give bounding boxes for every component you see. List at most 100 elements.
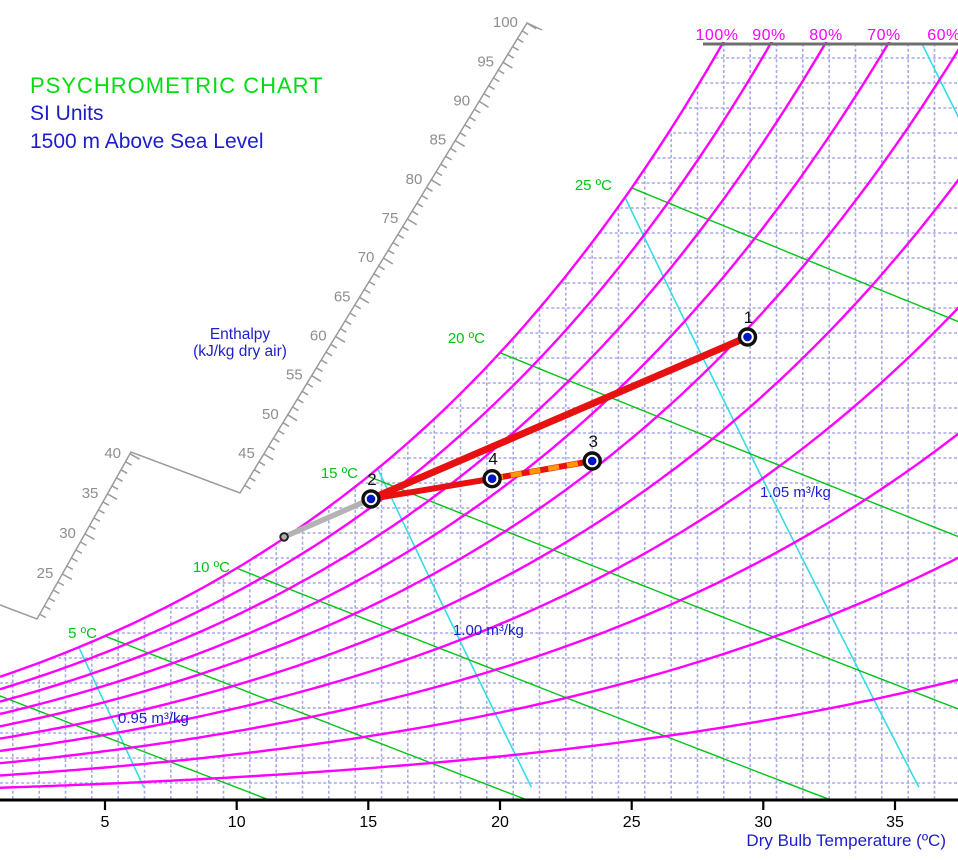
enthalpy-tick-74 — [402, 226, 409, 232]
state-point-dot-2[interactable] — [366, 494, 376, 504]
enthalpy-tick-45 — [263, 453, 274, 461]
enthalpy-tick-40 — [129, 453, 140, 460]
enthalpy-tick-88 — [469, 116, 476, 122]
enthalpy-axis-title-line2: (kJ/kg dry air) — [193, 343, 287, 360]
enthalpy-tick-label-70: 70 — [358, 249, 375, 266]
enthalpy-tick-51 — [292, 406, 299, 412]
state-point-dot-1[interactable] — [743, 332, 752, 342]
enthalpy-tick-85 — [454, 139, 465, 147]
rh-curve-100pct — [0, 42, 958, 678]
rh-label-80%: 80% — [809, 27, 843, 44]
enthalpy-tick-86 — [459, 132, 467, 138]
point-label-3: 3 — [588, 432, 597, 451]
enthalpy-tick-80 — [430, 179, 441, 187]
enthalpy-tick-59 — [330, 343, 338, 349]
enthalpy-tick-28 — [75, 549, 83, 555]
wet-bulb-label-25 ºC: 25 ºC — [575, 177, 612, 194]
enthalpy-tick-31 — [89, 525, 96, 531]
enthalpy-tick-30 — [84, 533, 95, 541]
state-point-dot-3[interactable] — [587, 456, 597, 466]
enthalpy-tick-53 — [301, 390, 309, 396]
point-label-1: 1 — [744, 308, 753, 327]
enthalpy-tick-100 — [526, 22, 537, 30]
specific-volume-line-0.95 — [0, 43, 145, 788]
enthalpy-tick-68 — [373, 273, 381, 279]
enthalpy-tick-97 — [512, 45, 519, 51]
enthalpy-tick-label-100: 100 — [493, 14, 518, 31]
volume-label-0.95 m³/kg: 0.95 m³/kg — [118, 710, 189, 727]
rh-label-60%: 60% — [927, 27, 958, 44]
enthalpy-tick-64 — [354, 304, 362, 310]
rh-curve-40pct — [0, 297, 958, 753]
enthalpy-tick-87 — [464, 124, 472, 130]
enthalpy-tick-91 — [483, 92, 491, 98]
enthalpy-tick-41 — [244, 484, 252, 490]
aux-point-marker — [279, 532, 289, 542]
enthalpy-tick-78 — [421, 194, 429, 200]
enthalpy-tick-42 — [249, 476, 256, 482]
enthalpy-tick-99 — [521, 30, 529, 36]
enthalpy-tick-93 — [493, 77, 500, 83]
wet-bulb-label-10 ºC: 10 ºC — [193, 559, 230, 576]
enthalpy-tick-44 — [258, 461, 266, 467]
process-line-2-4-red — [368, 475, 496, 502]
enthalpy-tick-92 — [488, 85, 495, 91]
enthalpy-tick-25 — [61, 573, 73, 581]
rh-curve-60pct — [0, 42, 958, 728]
rh-label-90%: 90% — [752, 27, 786, 44]
state-point-4[interactable] — [482, 469, 502, 489]
enthalpy-tick-label-65: 65 — [334, 288, 351, 305]
process-line-4-3-orange — [491, 458, 593, 482]
state-point-3[interactable] — [582, 451, 602, 471]
enthalpy-tick-35 — [107, 493, 118, 500]
x-tick-label-30: 30 — [754, 814, 772, 831]
enthalpy-tick-90 — [478, 100, 489, 108]
enthalpy-tick-73 — [397, 233, 405, 239]
process-line-1-2-red — [367, 333, 751, 503]
volume-label-1.05 m³/kg: 1.05 m³/kg — [760, 484, 831, 501]
enthalpy-tick-label-50: 50 — [262, 406, 279, 423]
enthalpy-tick-label-35: 35 — [82, 485, 99, 502]
enthalpy-tick-label-80: 80 — [406, 171, 423, 188]
rh-label-100%: 100% — [696, 27, 739, 44]
enthalpy-tick-label-55: 55 — [286, 367, 303, 384]
enthalpy-tick-label-25: 25 — [37, 565, 54, 582]
enthalpy-tick-58 — [325, 351, 333, 357]
enthalpy-tick-62 — [344, 320, 352, 326]
x-tick-label-25: 25 — [623, 814, 641, 831]
wet-bulb-label-5 ºC: 5 ºC — [68, 625, 97, 642]
enthalpy-tick-23 — [52, 589, 60, 595]
x-tick-label-15: 15 — [359, 814, 377, 831]
process-lines — [281, 333, 751, 540]
enthalpy-tick-54 — [306, 382, 314, 388]
enthalpy-tick-37 — [116, 477, 123, 482]
wet-bulb-label-15 ºC: 15 ºC — [321, 465, 358, 482]
enthalpy-tick-71 — [387, 249, 395, 255]
enthalpy-tick-95 — [502, 61, 513, 69]
enthalpy-tick-label-45: 45 — [238, 445, 255, 462]
enthalpy-scale-labels: 25 30 35 40 45 50 55 60 65 70 75 80 85 90 95 100 — [37, 14, 518, 582]
enthalpy-tick-76 — [411, 210, 419, 216]
state-point-1[interactable] — [737, 327, 758, 347]
enthalpy-tick-67 — [368, 280, 376, 286]
enthalpy-tick-label-30: 30 — [59, 525, 76, 542]
rh-curve-10pct — [0, 676, 958, 789]
x-tick-label-20: 20 — [491, 814, 509, 831]
enthalpy-tick-63 — [349, 312, 357, 318]
wet-bulb-line-25c — [631, 187, 958, 327]
state-point-dot-4[interactable] — [487, 474, 497, 484]
rh-curve-20pct — [0, 551, 958, 777]
rh-curve-50pct — [0, 166, 958, 740]
state-point-2[interactable] — [361, 489, 381, 509]
rh-labels: 100% 90% 80% 70% 60% — [696, 27, 958, 44]
enthalpy-tick-label-90: 90 — [453, 92, 470, 109]
enthalpy-tick-22 — [48, 597, 56, 603]
wet-bulb-line-20c — [499, 352, 958, 540]
point-label-4: 4 — [488, 450, 497, 469]
enthalpy-tick-label-60: 60 — [310, 328, 327, 345]
enthalpy-tick-65 — [359, 296, 370, 304]
enthalpy-tick-72 — [392, 241, 400, 247]
enthalpy-tick-57 — [320, 359, 328, 365]
